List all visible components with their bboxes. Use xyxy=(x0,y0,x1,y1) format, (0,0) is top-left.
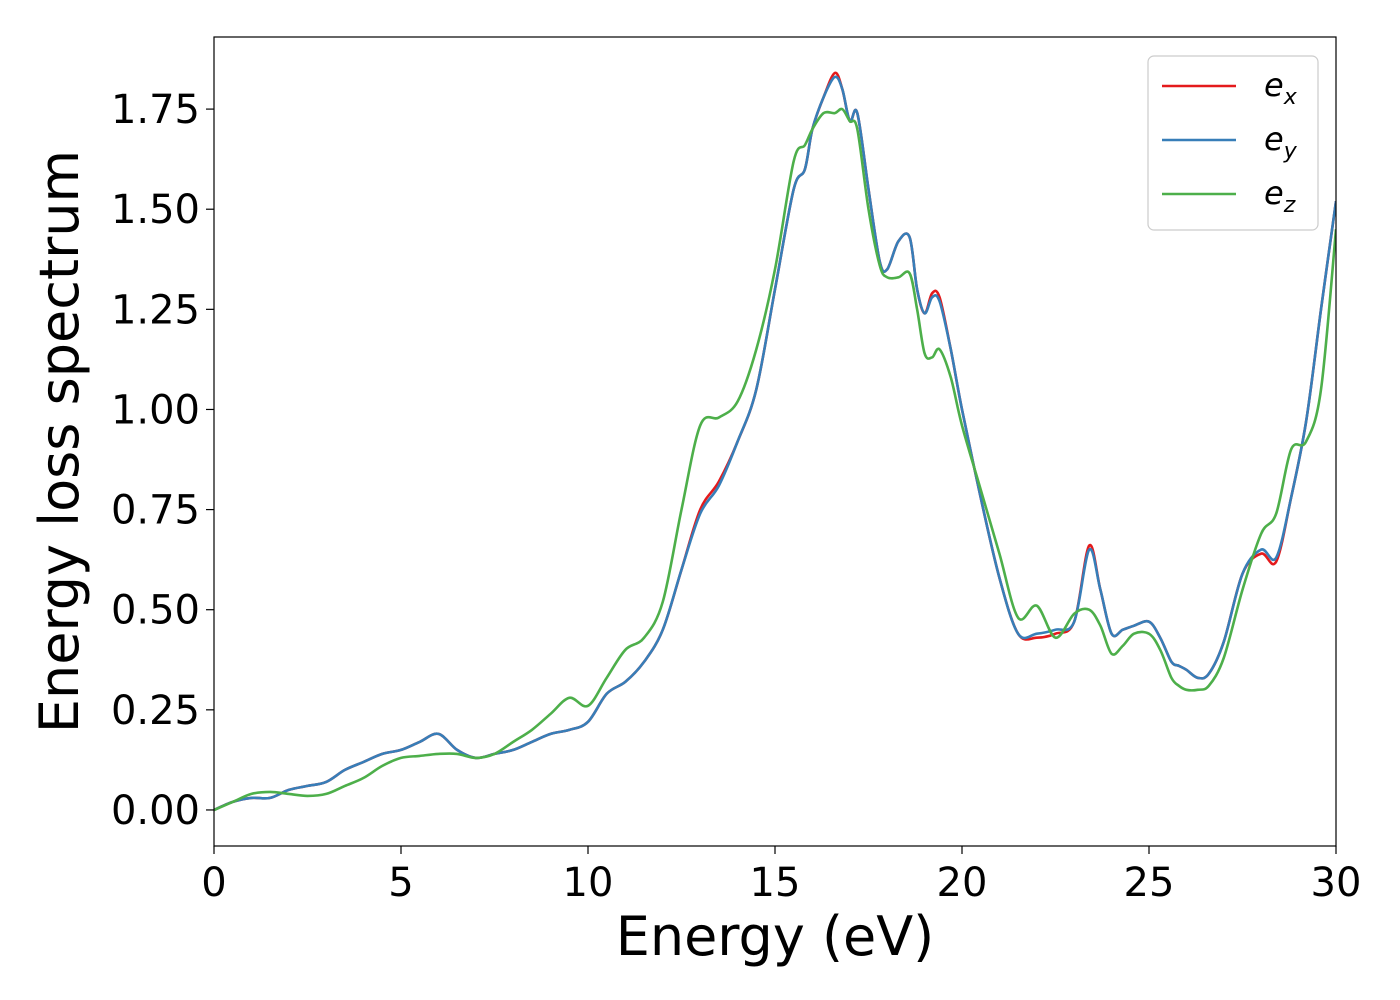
x-tick-label: 25 xyxy=(1124,860,1175,906)
x-tick-label: 15 xyxy=(750,860,801,906)
y-axis-label: Energy loss spectrum xyxy=(28,150,91,733)
legend-label-y: ey xyxy=(1264,120,1298,164)
x-tick-label: 0 xyxy=(201,860,226,906)
y-tick-label: 0.50 xyxy=(111,588,200,634)
x-tick-label: 20 xyxy=(937,860,988,906)
series-line-z xyxy=(214,107,1336,812)
y-tick-label: 1.75 xyxy=(111,87,200,133)
series-line-y xyxy=(214,75,1336,812)
x-axis-label: Energy (eV) xyxy=(616,905,935,968)
x-tick-label: 30 xyxy=(1311,860,1362,906)
legend-label-z: ez xyxy=(1264,174,1296,218)
y-tick-label: 0.25 xyxy=(111,688,200,734)
series-layer xyxy=(214,71,1336,812)
ticks-layer: 0 5 10 15 20 25 30 0.00 0.25 0.50 0.75 1.00 1.25 1.50… xyxy=(111,87,1362,906)
y-tick-label: 1.00 xyxy=(111,387,200,433)
y-tick-label: 0.75 xyxy=(111,488,200,534)
y-tick-label: 0.00 xyxy=(111,788,200,834)
y-tick-label: 1.25 xyxy=(111,287,200,333)
legend-label-x: ex xyxy=(1264,66,1298,110)
legend-box xyxy=(1147,55,1319,231)
x-tick-label: 5 xyxy=(388,860,413,906)
y-tick-label: 1.50 xyxy=(111,187,200,233)
legend: ex ey ez xyxy=(1147,55,1319,231)
x-tick-label: 10 xyxy=(563,860,614,906)
